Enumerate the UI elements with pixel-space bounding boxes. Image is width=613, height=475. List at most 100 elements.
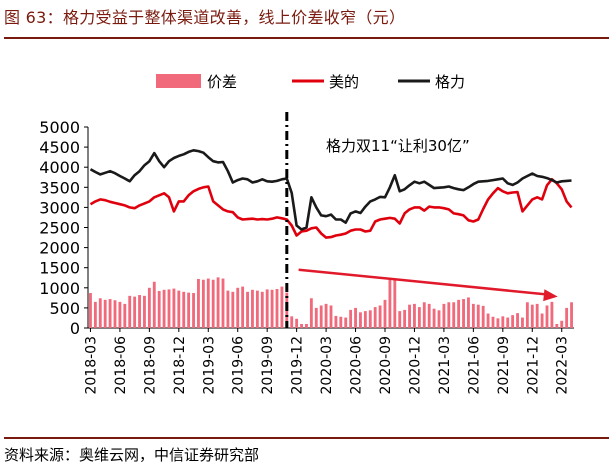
- y-tick-label: 4500: [39, 138, 80, 157]
- bar-价差: [398, 311, 402, 328]
- legend-label-美的: 美的: [329, 73, 359, 91]
- bar-价差: [211, 279, 215, 328]
- bar-价差: [491, 316, 495, 328]
- bar-价差: [251, 289, 254, 328]
- bar-价差: [152, 281, 156, 328]
- bar-价差: [157, 291, 161, 328]
- annotation-text: 格力双11“让利30亿”: [326, 137, 470, 155]
- bar-价差: [98, 298, 102, 328]
- x-tick-label: 2021-03: [437, 336, 453, 395]
- bar-价差: [123, 303, 127, 328]
- bar-价差: [570, 302, 573, 328]
- bar-价差: [270, 289, 274, 328]
- bar-价差: [314, 307, 318, 328]
- y-tick-label: 500: [49, 299, 80, 318]
- x-tick-label: 2018-03: [83, 336, 99, 395]
- bar-价差: [481, 305, 485, 328]
- bar-价差: [467, 297, 470, 328]
- bar-价差: [339, 316, 343, 328]
- y-tick-label: 0: [70, 319, 80, 338]
- line-格力: [89, 149, 572, 231]
- bar-价差: [309, 298, 313, 328]
- bar-价差: [496, 318, 500, 328]
- bar-价差: [388, 279, 392, 328]
- bar-价差: [192, 293, 195, 328]
- x-tick-label: 2019-03: [201, 336, 217, 395]
- bar-价差: [167, 289, 171, 328]
- x-tick-label: 2019-09: [260, 336, 276, 395]
- bar-价差: [143, 295, 146, 328]
- bar-价差: [226, 290, 230, 328]
- bar-价差: [216, 277, 220, 328]
- bar-价差: [506, 317, 510, 328]
- bar-价差: [162, 289, 166, 328]
- y-tick-label: 5000: [39, 118, 80, 137]
- bar-价差: [501, 316, 505, 328]
- annotations: 格力双11“让利30亿”: [285, 112, 558, 328]
- bar-价差: [521, 317, 524, 328]
- bar-价差: [93, 301, 97, 328]
- bar-价差: [241, 286, 245, 328]
- bar-价差: [344, 317, 348, 328]
- x-tick-label: 2021-09: [496, 336, 512, 395]
- bar-价差: [462, 299, 465, 328]
- bar-价差: [417, 307, 421, 328]
- bar-价差: [113, 300, 117, 328]
- y-tick-label: 1000: [39, 279, 80, 298]
- bar-价差: [206, 278, 210, 328]
- bar-价差: [197, 278, 200, 328]
- bar-价差: [103, 299, 107, 328]
- bar-价差: [354, 307, 357, 328]
- bar-价差: [319, 305, 323, 328]
- figure-title: 图 63：格力受益于整体渠道改善，线上价差收窄（元）: [4, 8, 406, 27]
- bar-价差: [177, 290, 181, 328]
- bar-价差: [118, 301, 122, 328]
- x-tick-label: 2018-12: [172, 336, 188, 395]
- bar-价差: [486, 313, 490, 328]
- bar-价差: [373, 307, 377, 328]
- bar-价差: [432, 308, 436, 328]
- bar-series: [89, 277, 573, 328]
- y-tick-label: 1500: [39, 259, 80, 278]
- bar-价差: [255, 290, 259, 328]
- bar-价差: [221, 278, 225, 328]
- bar-价差: [349, 309, 353, 328]
- x-tick-label: 2021-12: [525, 336, 541, 395]
- bar-价差: [550, 301, 554, 328]
- x-tick-label: 2020-09: [378, 336, 394, 395]
- bar-价差: [422, 302, 426, 328]
- bar-价差: [511, 315, 515, 328]
- bar-价差: [452, 302, 456, 328]
- bar-价差: [476, 304, 480, 328]
- bar-价差: [471, 303, 475, 328]
- bar-价差: [368, 310, 372, 328]
- x-tick-label: 2021-06: [466, 336, 482, 395]
- bar-价差: [182, 291, 186, 328]
- bar-价差: [128, 295, 132, 328]
- bar-价差: [457, 299, 461, 328]
- bar-价差: [447, 302, 451, 328]
- trend-arrow-head: [543, 289, 558, 302]
- bar-价差: [147, 287, 151, 328]
- bar-价差: [555, 323, 559, 328]
- bar-价差: [133, 296, 137, 328]
- y-tick-label: 2500: [39, 219, 80, 238]
- bar-价差: [275, 289, 279, 328]
- bar-价差: [383, 299, 387, 328]
- bar-价差: [201, 279, 205, 328]
- bar-价差: [324, 303, 328, 328]
- bar-价差: [187, 292, 191, 328]
- bar-价差: [280, 286, 284, 328]
- bar-价差: [565, 307, 569, 328]
- bar-价差: [535, 303, 539, 328]
- legend: 价差 美的 格力: [156, 73, 465, 91]
- x-tick-label: 2018-06: [113, 336, 129, 395]
- bar-价差: [413, 303, 416, 328]
- legend-label-价差: 价差: [207, 73, 237, 91]
- title-rule: [4, 37, 609, 39]
- bar-价差: [138, 295, 141, 328]
- bar-价差: [290, 316, 294, 328]
- legend-label-格力: 格力: [435, 73, 465, 91]
- bar-价差: [260, 291, 264, 328]
- bar-价差: [334, 315, 338, 328]
